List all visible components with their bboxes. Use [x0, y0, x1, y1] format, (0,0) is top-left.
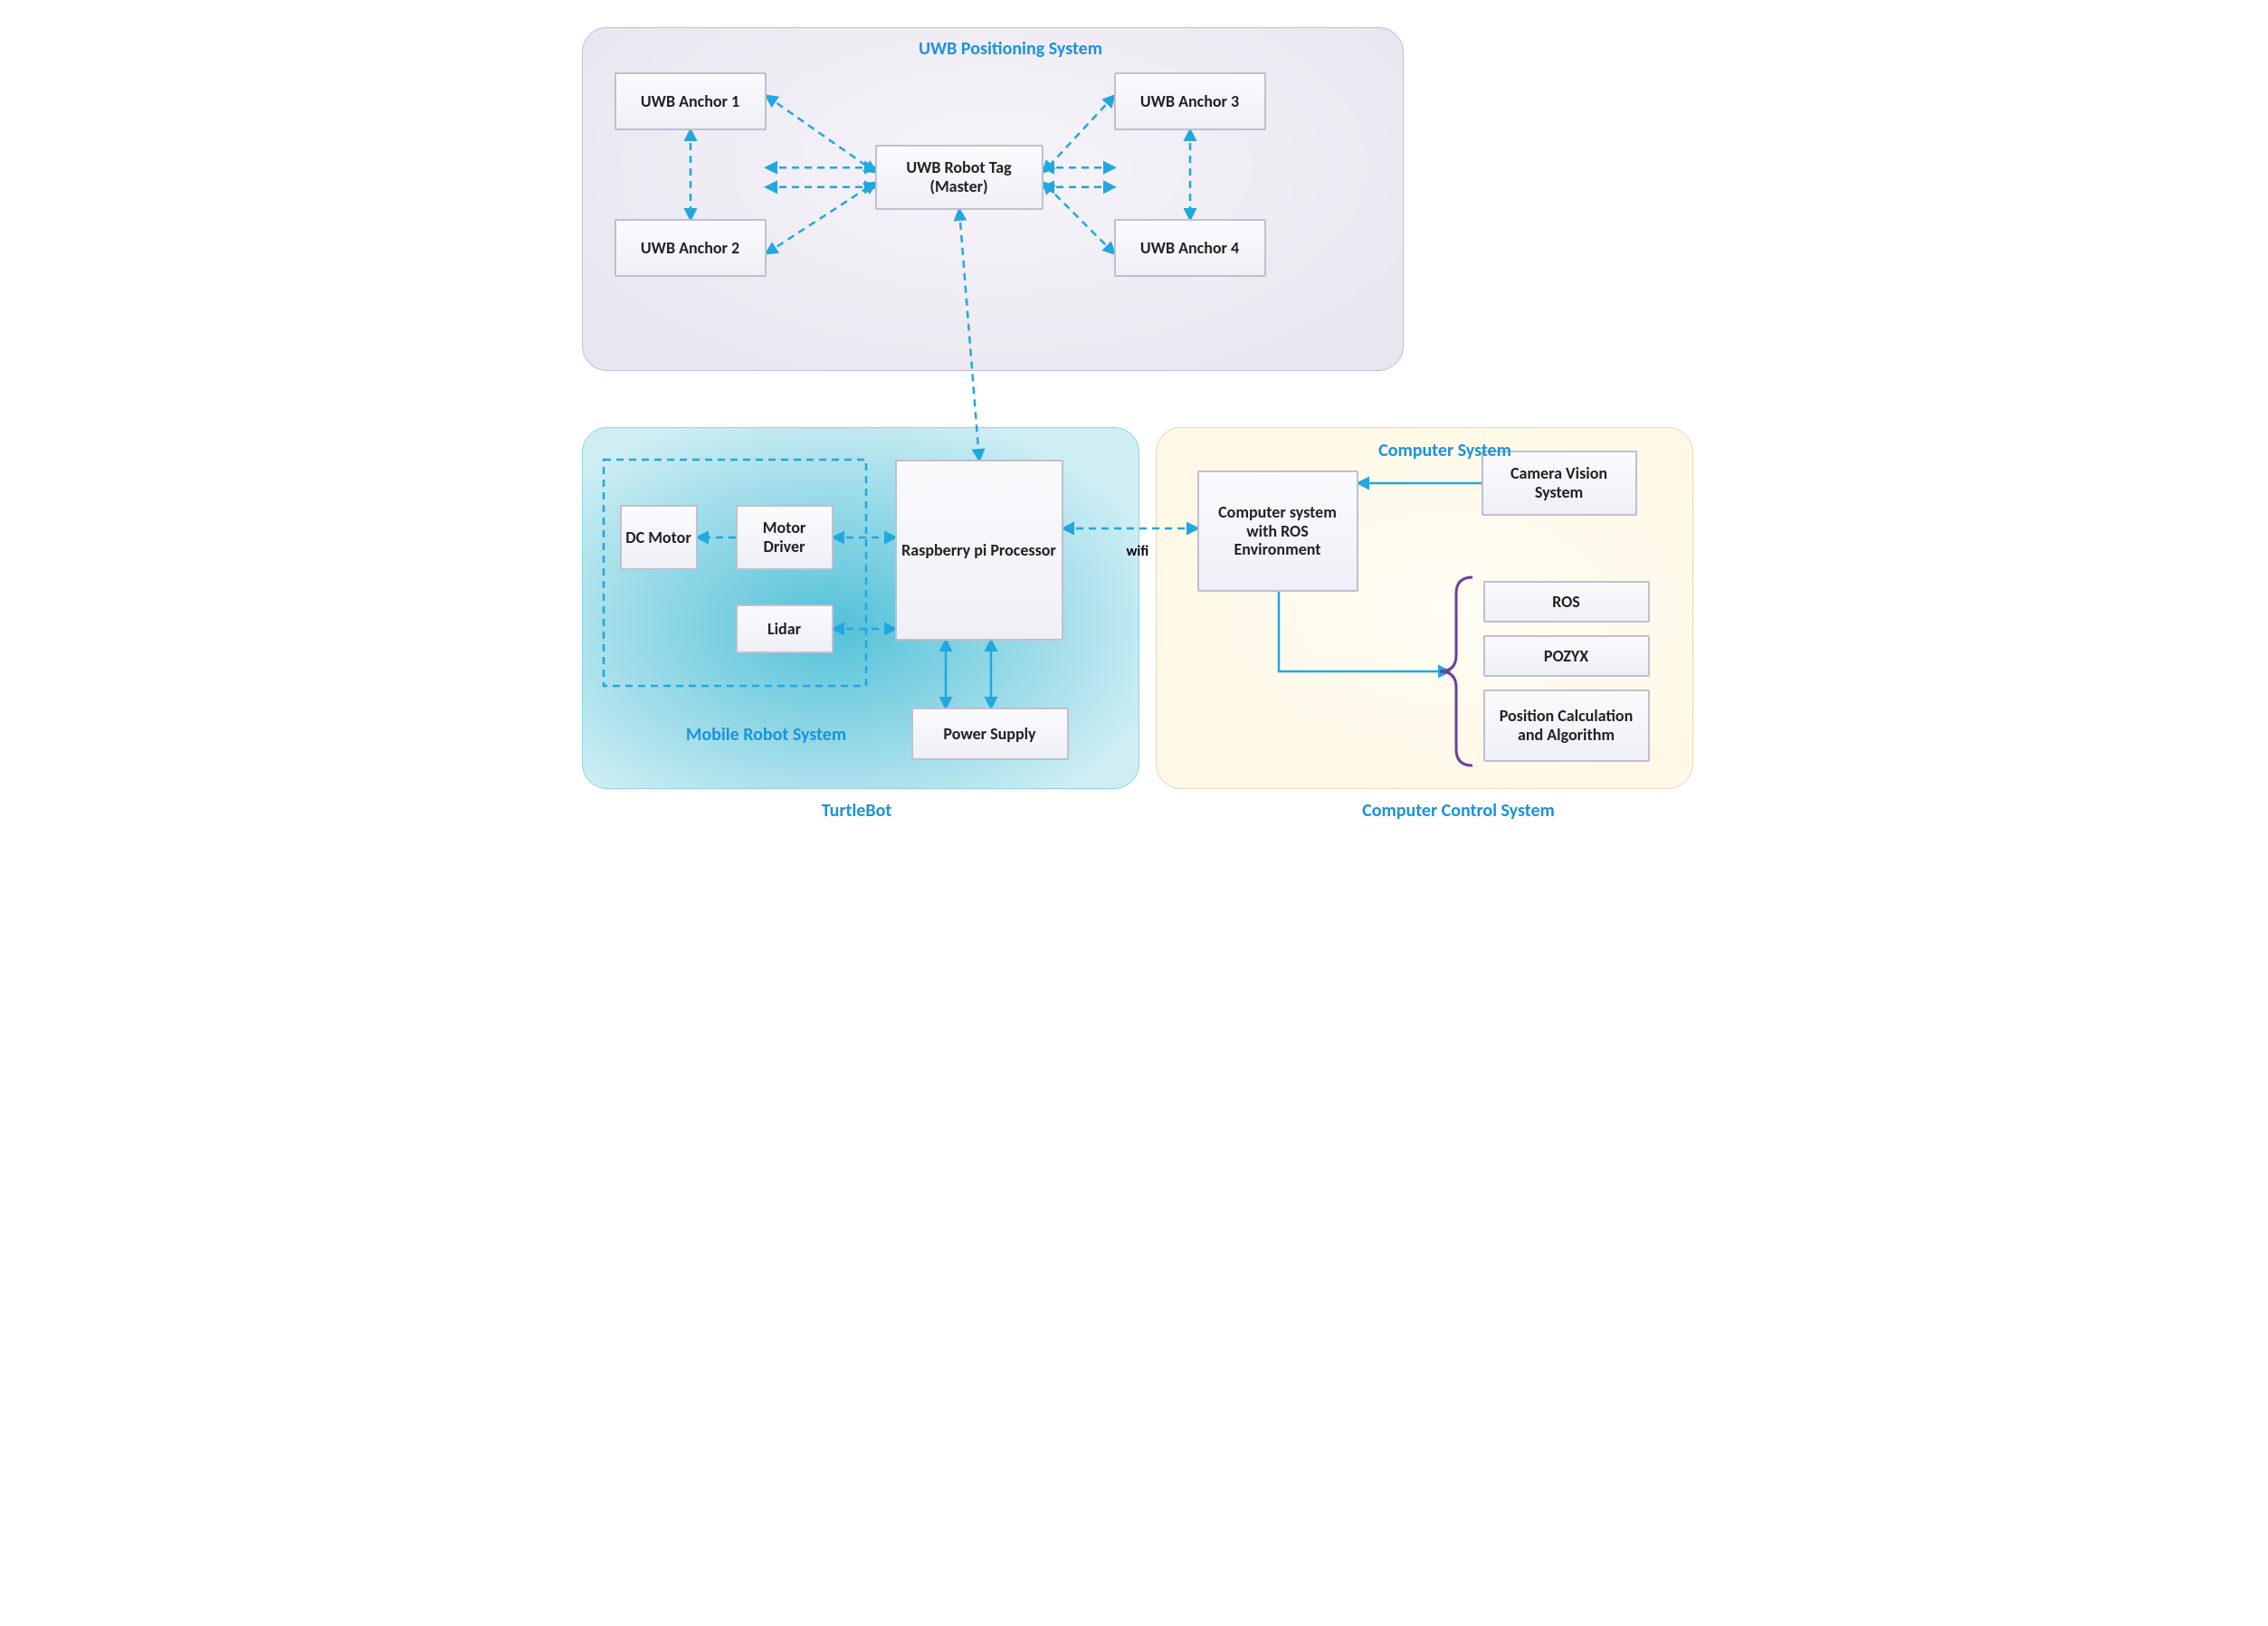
title-uwb: UWB Positioning System — [884, 38, 1138, 60]
title-computer_sys: Computer System — [1355, 440, 1536, 461]
node-power: Power Supply — [911, 708, 1069, 760]
node-ros_env: Computer system with ROS Environment — [1197, 471, 1358, 592]
title-mobile_robot: Mobile Robot System — [649, 724, 884, 746]
title-ccs: Computer Control System — [1328, 800, 1590, 822]
node-anchor4: UWB Anchor 4 — [1114, 219, 1266, 277]
label-wifi: wifi — [1127, 543, 1149, 560]
node-driver: Motor Driver — [736, 505, 834, 570]
node-anchor3: UWB Anchor 3 — [1114, 72, 1266, 130]
node-pi: Raspberry pi Processor — [895, 460, 1063, 641]
node-anchor1: UWB Anchor 1 — [615, 72, 767, 130]
node-posalg: Position Calculation and Algorithm — [1483, 689, 1650, 762]
node-pozyx: POZYX — [1483, 635, 1650, 677]
node-tag: UWB Robot Tag (Master) — [875, 145, 1043, 210]
node-ros: ROS — [1483, 581, 1650, 623]
title-turtlebot: TurtleBot — [794, 800, 920, 822]
node-dc: DC Motor — [620, 505, 698, 570]
node-lidar: Lidar — [736, 604, 834, 653]
node-anchor2: UWB Anchor 2 — [615, 219, 767, 277]
